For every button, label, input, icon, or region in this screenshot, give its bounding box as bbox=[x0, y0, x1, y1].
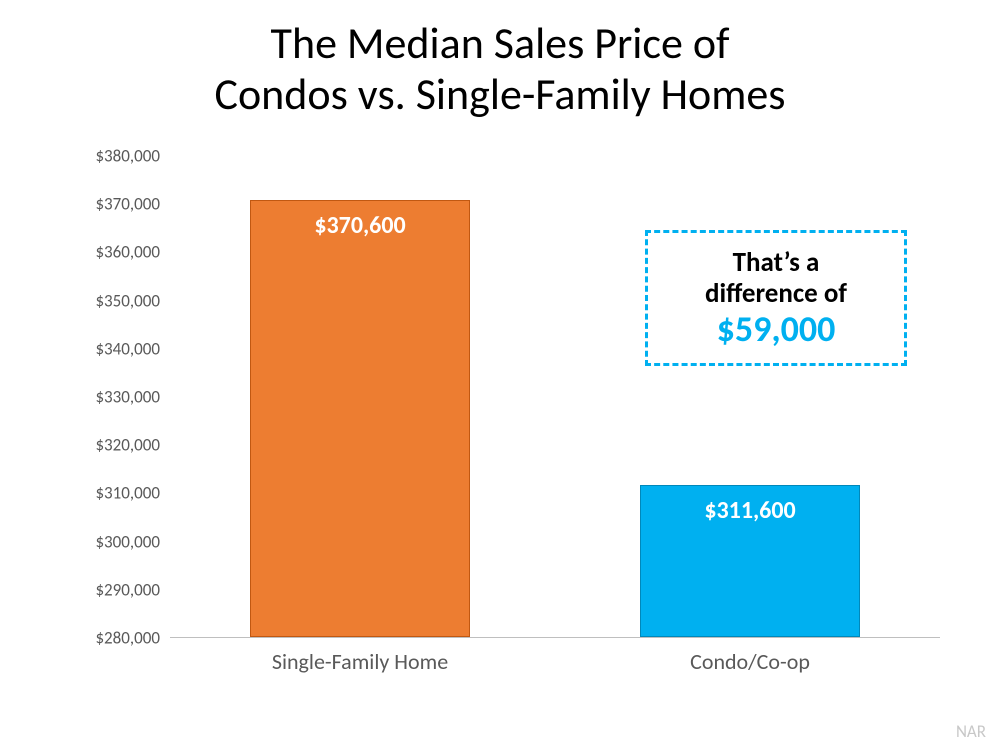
y-tick-label: $350,000 bbox=[60, 290, 160, 311]
y-tick-label: $360,000 bbox=[60, 242, 160, 263]
x-category-label: Single-Family Home bbox=[220, 648, 500, 675]
y-tick-label: $330,000 bbox=[60, 387, 160, 408]
y-tick-label: $340,000 bbox=[60, 338, 160, 359]
bar-value-label: $311,600 bbox=[641, 496, 859, 525]
callout-value: $59,000 bbox=[658, 309, 894, 350]
y-tick-label: $320,000 bbox=[60, 435, 160, 456]
bar: $370,600 bbox=[250, 200, 470, 637]
bar: $311,600 bbox=[640, 485, 860, 637]
source-attribution: NAR bbox=[956, 721, 986, 742]
y-tick-label: $290,000 bbox=[60, 579, 160, 600]
y-tick-label: $370,000 bbox=[60, 194, 160, 215]
y-tick-label: $310,000 bbox=[60, 483, 160, 504]
chart-title-line1: The Median Sales Price of bbox=[271, 16, 730, 70]
y-tick-label: $380,000 bbox=[60, 146, 160, 167]
callout-line2: difference of bbox=[658, 278, 894, 309]
bar-value-label: $370,600 bbox=[251, 211, 469, 240]
y-tick-label: $300,000 bbox=[60, 531, 160, 552]
x-category-label: Condo/Co-op bbox=[610, 648, 890, 675]
plot-region: $370,600 $311,600 bbox=[170, 156, 940, 638]
difference-callout: That’s a difference of $59,000 bbox=[645, 230, 907, 366]
chart-title-line2: Condos vs. Single-Family Homes bbox=[215, 67, 786, 121]
callout-line1: That’s a bbox=[658, 247, 894, 278]
chart-title: The Median Sales Price of Condos vs. Sin… bbox=[0, 0, 1000, 119]
y-tick-label: $280,000 bbox=[60, 628, 160, 649]
